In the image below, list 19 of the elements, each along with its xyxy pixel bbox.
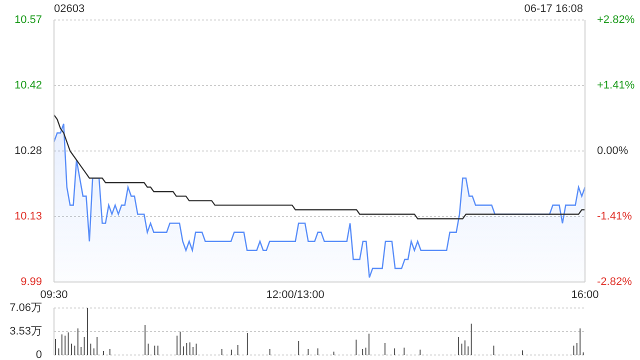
y-tick-label: 10.13 xyxy=(14,210,42,222)
x-tick-label: 12:00/13:00 xyxy=(266,288,324,301)
y-tick-label: 7.06万 xyxy=(10,302,42,314)
y2-tick-label: +1.41% xyxy=(597,80,635,92)
y-tick-label: 0 xyxy=(36,349,42,360)
y-tick-label: 10.28 xyxy=(14,145,42,157)
x-tick-label: 16:00 xyxy=(571,288,599,301)
y2-tick-label: 0.00% xyxy=(597,145,628,157)
y-tick-label: 3.53万 xyxy=(10,326,42,338)
y-tick-label: 10.42 xyxy=(14,80,42,92)
y-tick-label: 10.57 xyxy=(14,14,42,26)
y2-tick-label: +2.82% xyxy=(597,14,635,26)
line-series xyxy=(53,114,586,220)
text: 06-17 16:08 xyxy=(524,3,583,15)
chart-title: 02603 xyxy=(54,3,85,15)
y-tick-label: 9.99 xyxy=(20,276,42,288)
x-tick-label: 09:30 xyxy=(40,288,68,301)
y2-tick-label: -2.82% xyxy=(597,276,632,288)
y2-tick-label: -1.41% xyxy=(597,210,632,222)
